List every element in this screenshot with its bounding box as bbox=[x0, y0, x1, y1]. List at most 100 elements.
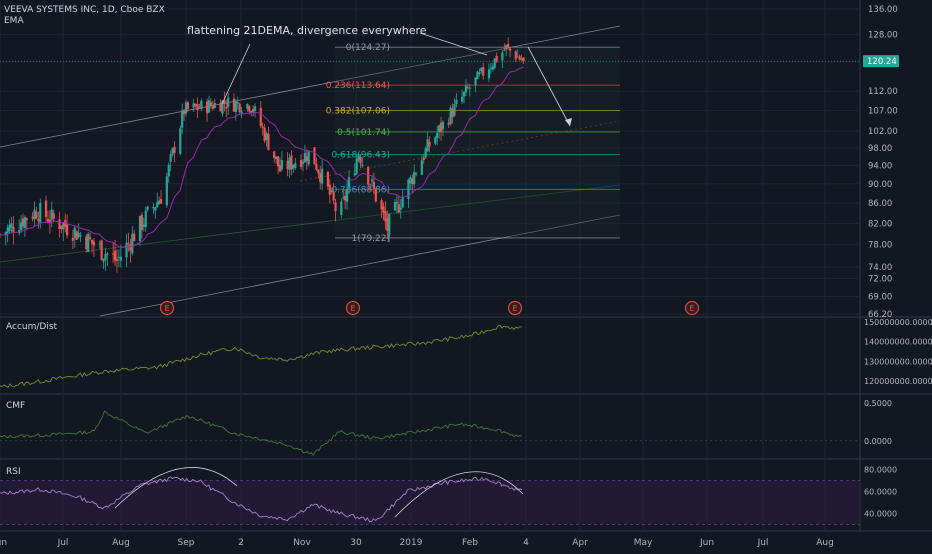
candle-body[interactable] bbox=[393, 201, 397, 211]
candle-body[interactable] bbox=[100, 240, 103, 260]
candle-body[interactable] bbox=[474, 77, 477, 86]
candle-body[interactable] bbox=[200, 100, 203, 110]
candle-body[interactable] bbox=[278, 165, 282, 172]
candle-body[interactable] bbox=[184, 102, 188, 114]
candle-body[interactable] bbox=[186, 102, 190, 109]
candle-body[interactable] bbox=[167, 164, 170, 177]
candle-body[interactable] bbox=[288, 157, 291, 170]
candle-body[interactable] bbox=[464, 85, 468, 93]
candle-body[interactable] bbox=[434, 137, 437, 144]
candle-body[interactable] bbox=[6, 227, 9, 233]
candle-body[interactable] bbox=[397, 204, 400, 213]
candle-body[interactable] bbox=[211, 105, 214, 109]
adl-pane[interactable] bbox=[0, 324, 523, 389]
candle-body[interactable] bbox=[307, 150, 310, 165]
candle-body[interactable] bbox=[21, 218, 25, 227]
channel-midline[interactable] bbox=[0, 184, 621, 263]
candle-body[interactable] bbox=[227, 97, 230, 108]
candle-body[interactable] bbox=[501, 52, 504, 61]
candle-body[interactable] bbox=[113, 250, 117, 261]
candle-body[interactable] bbox=[156, 202, 159, 208]
candle-body[interactable] bbox=[252, 109, 255, 112]
candle-body[interactable] bbox=[514, 51, 517, 60]
candle-body[interactable] bbox=[253, 106, 257, 111]
price-pane[interactable]: 0(124.27) 0.236(113.64) 0.382(107.06) 0.5(1… bbox=[0, 25, 860, 317]
candle-body[interactable] bbox=[361, 164, 364, 167]
candle-body[interactable] bbox=[179, 128, 182, 154]
candle-body[interactable] bbox=[142, 224, 145, 227]
candle-body[interactable] bbox=[98, 243, 101, 245]
candle-body[interactable] bbox=[286, 160, 289, 170]
candle-body[interactable] bbox=[4, 232, 7, 236]
candle-body[interactable] bbox=[441, 121, 445, 129]
rsi-pane[interactable] bbox=[0, 467, 860, 525]
candle-body[interactable] bbox=[125, 242, 128, 258]
candle-body[interactable] bbox=[487, 69, 491, 79]
candle-body[interactable] bbox=[347, 177, 351, 188]
candle-body[interactable] bbox=[415, 173, 418, 175]
candle-body[interactable] bbox=[146, 206, 149, 211]
candle-body[interactable] bbox=[395, 201, 399, 204]
candle-body[interactable] bbox=[368, 184, 372, 186]
candle-body[interactable] bbox=[438, 125, 441, 132]
candle-body[interactable] bbox=[33, 209, 36, 220]
candle-body[interactable] bbox=[516, 56, 519, 58]
candle-body[interactable] bbox=[468, 87, 471, 89]
candle-body[interactable] bbox=[449, 107, 452, 125]
candle-body[interactable] bbox=[62, 223, 65, 230]
candle-body[interactable] bbox=[182, 109, 186, 115]
candle-body[interactable] bbox=[342, 197, 345, 199]
candle-body[interactable] bbox=[439, 122, 443, 132]
candle-body[interactable] bbox=[503, 49, 506, 51]
candle-body[interactable] bbox=[240, 111, 243, 114]
candle-body[interactable] bbox=[144, 210, 147, 228]
candle-body[interactable] bbox=[507, 43, 510, 47]
candle-body[interactable] bbox=[355, 158, 358, 174]
candle-body[interactable] bbox=[25, 218, 28, 221]
candle-body[interactable] bbox=[357, 154, 360, 161]
candle-body[interactable] bbox=[305, 156, 308, 162]
candle-body[interactable] bbox=[495, 55, 498, 62]
candle-body[interactable] bbox=[386, 218, 389, 231]
candle-body[interactable] bbox=[158, 200, 161, 205]
candle-body[interactable] bbox=[263, 127, 266, 141]
candle-body[interactable] bbox=[232, 98, 236, 112]
candle-body[interactable] bbox=[64, 220, 67, 227]
candle-body[interactable] bbox=[102, 258, 105, 262]
candle-body[interactable] bbox=[461, 96, 464, 102]
candle-body[interactable] bbox=[359, 156, 362, 164]
candle-body[interactable] bbox=[31, 217, 34, 219]
candle-body[interactable] bbox=[401, 196, 404, 208]
candle-body[interactable] bbox=[19, 222, 23, 230]
candle-body[interactable] bbox=[213, 102, 216, 108]
candle-body[interactable] bbox=[340, 201, 343, 215]
candle-body[interactable] bbox=[328, 184, 331, 195]
candle-body[interactable] bbox=[133, 233, 136, 242]
candle-body[interactable] bbox=[77, 232, 80, 238]
candle-body[interactable] bbox=[66, 224, 69, 236]
channel-line[interactable] bbox=[0, 25, 621, 148]
candle-body[interactable] bbox=[315, 163, 318, 170]
candle-body[interactable] bbox=[250, 111, 253, 113]
candle-body[interactable] bbox=[267, 133, 270, 150]
candle-body[interactable] bbox=[382, 206, 385, 213]
candle-body[interactable] bbox=[422, 157, 425, 160]
candle-body[interactable] bbox=[451, 109, 454, 118]
candle-body[interactable] bbox=[491, 66, 494, 70]
candle-body[interactable] bbox=[317, 169, 320, 174]
candle-body[interactable] bbox=[372, 181, 376, 189]
candle-body[interactable] bbox=[37, 219, 40, 222]
candle-body[interactable] bbox=[447, 122, 450, 125]
earnings-marker[interactable] bbox=[685, 301, 699, 315]
candle-body[interactable] bbox=[92, 241, 96, 246]
ema-line[interactable] bbox=[0, 66, 524, 248]
candle-body[interactable] bbox=[50, 209, 53, 220]
candle-body[interactable] bbox=[290, 155, 293, 170]
candle-body[interactable] bbox=[399, 207, 402, 210]
candle-body[interactable] bbox=[466, 87, 469, 89]
candle-body[interactable] bbox=[276, 156, 280, 167]
candle-body[interactable] bbox=[58, 219, 61, 230]
candle-body[interactable] bbox=[79, 235, 82, 237]
candle-body[interactable] bbox=[221, 100, 224, 114]
